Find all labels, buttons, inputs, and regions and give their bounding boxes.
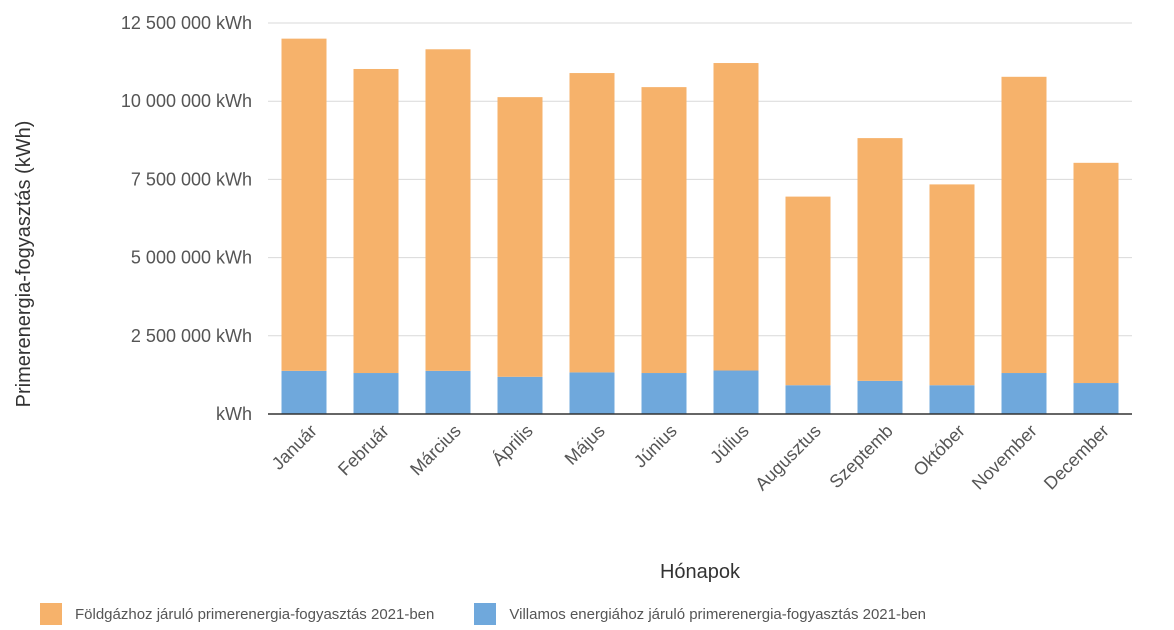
legend-item-electricity: Villamos energiához járuló primerenergia… bbox=[474, 603, 926, 625]
bar-segment-electricity bbox=[641, 373, 687, 414]
x-tick-label: December bbox=[1040, 421, 1113, 494]
legend-label-electricity: Villamos energiához járuló primerenergia… bbox=[509, 605, 926, 623]
x-tick-label: Március bbox=[406, 421, 465, 480]
bar-segment-electricity bbox=[713, 370, 759, 414]
bar-segment-gas bbox=[857, 138, 903, 381]
legend-item-gas: Földgázhoz járuló primerenergia-fogyaszt… bbox=[40, 603, 434, 625]
bar-segment-electricity bbox=[857, 380, 903, 414]
bars bbox=[281, 38, 1119, 414]
bar-segment-electricity bbox=[353, 373, 399, 414]
x-tick-label: Május bbox=[561, 421, 609, 469]
bar-segment-gas bbox=[641, 87, 687, 374]
legend-label-gas: Földgázhoz járuló primerenergia-fogyaszt… bbox=[75, 605, 435, 623]
y-tick-labels: kWh 2 500 000 kWh 5 000 000 kWh 7 500 000 k… bbox=[121, 13, 252, 424]
bar-segment-electricity bbox=[929, 385, 975, 414]
bar-segment-gas bbox=[1073, 162, 1119, 384]
bar-segment-gas bbox=[353, 68, 399, 374]
x-tick-label: Április bbox=[488, 421, 537, 470]
y-tick-label: 2 500 000 kWh bbox=[131, 326, 252, 346]
x-tick-labels: Január Február Március Április Május Június Jú… bbox=[268, 421, 1113, 495]
x-axis-title: Hónapok bbox=[660, 561, 741, 583]
bar-chart: kWh 2 500 000 kWh 5 000 000 kWh 7 500 000 k… bbox=[13, 13, 1132, 583]
bar-segment-gas bbox=[1001, 76, 1047, 374]
x-tick-label: Augusztus bbox=[751, 421, 825, 495]
x-tick-label: Szeptemb bbox=[825, 421, 896, 492]
bar-segment-electricity bbox=[425, 370, 471, 414]
bar-segment-gas bbox=[785, 196, 831, 386]
bar-segment-gas bbox=[497, 97, 543, 377]
bar-segment-gas bbox=[569, 73, 615, 373]
bar-segment-electricity bbox=[497, 376, 543, 414]
x-tick-label: Június bbox=[630, 421, 681, 472]
bar-segment-gas bbox=[281, 38, 327, 371]
x-tick-label: Február bbox=[334, 421, 393, 480]
x-tick-label: Január bbox=[268, 421, 321, 474]
y-axis-title: Primerenergia-fogyasztás (kWh) bbox=[13, 121, 35, 408]
y-tick-label: 5 000 000 kWh bbox=[131, 248, 252, 268]
bar-segment-electricity bbox=[569, 372, 615, 414]
bar-segment-electricity bbox=[785, 385, 831, 414]
bar-segment-electricity bbox=[1073, 383, 1119, 414]
legend-swatch-gas bbox=[40, 603, 62, 625]
y-tick-label: 12 500 000 kWh bbox=[121, 13, 252, 33]
y-tick-label: 10 000 000 kWh bbox=[121, 91, 252, 111]
legend: Földgázhoz járuló primerenergia-fogyaszt… bbox=[40, 603, 966, 625]
bar-segment-gas bbox=[929, 184, 975, 386]
x-tick-label: November bbox=[968, 421, 1041, 494]
bar-segment-gas bbox=[713, 63, 759, 371]
y-tick-label: 7 500 000 kWh bbox=[131, 169, 252, 189]
y-tick-label: kWh bbox=[216, 404, 252, 424]
bar-segment-electricity bbox=[1001, 373, 1047, 414]
x-tick-label: Július bbox=[706, 421, 753, 468]
bar-segment-gas bbox=[425, 49, 471, 371]
gridlines bbox=[268, 22, 1132, 337]
x-tick-label: Október bbox=[909, 421, 968, 480]
legend-swatch-electricity bbox=[474, 603, 497, 625]
bar-segment-electricity bbox=[281, 370, 327, 414]
